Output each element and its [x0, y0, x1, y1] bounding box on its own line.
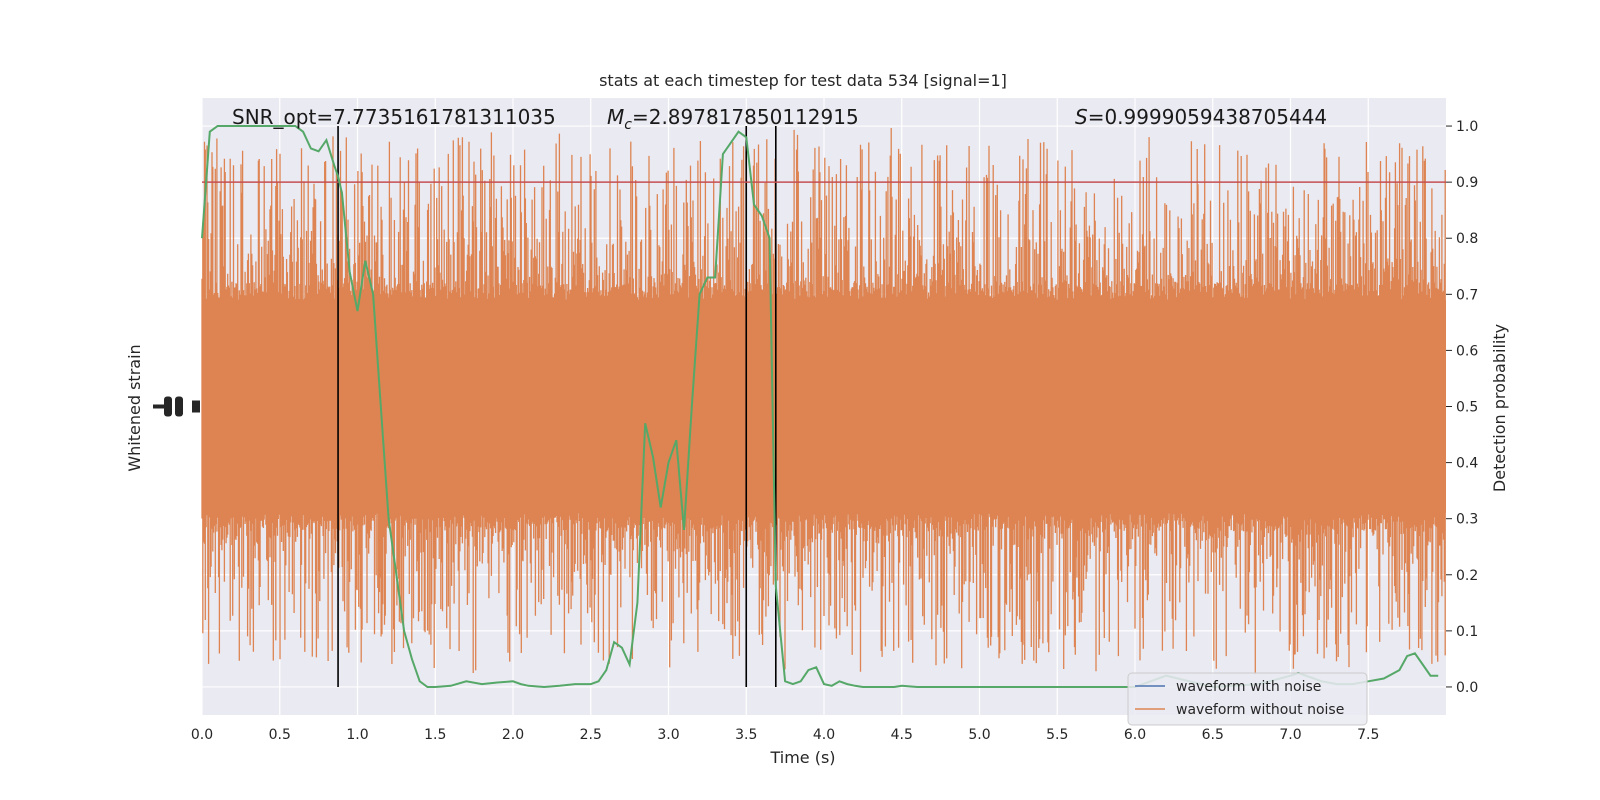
y-tick-label: 0.4 [1456, 456, 1478, 472]
x-tick-label: 3.5 [735, 727, 757, 743]
legend-box [1127, 672, 1368, 726]
x-tick-label: 6.0 [1124, 727, 1146, 743]
y-tick-label: 0.8 [1456, 231, 1478, 247]
y-tick-label: 0.6 [1456, 343, 1478, 359]
waveform-without-noise-series [201, 128, 1446, 675]
legend: waveform with noise waveform without noi… [1127, 672, 1368, 726]
x-axis-label: Time (s) [769, 748, 835, 767]
y-ticks-right: 0.0 0.1 0.2 0.3 0.4 0.5 0.6 0.7 0.8 0.9 1.0 [1446, 119, 1478, 696]
x-tick-label: 3.0 [657, 727, 679, 743]
mc-annotation: Mc=2.897817850112915 [607, 105, 859, 133]
x-tick-label: 4.5 [891, 727, 913, 743]
legend-label-without-noise: waveform without noise [1176, 702, 1344, 718]
mc-symbol: M [607, 105, 624, 129]
x-tick-label: 7.0 [1279, 727, 1301, 743]
left-tick-glyph [175, 396, 183, 417]
x-tick-label: 1.5 [424, 727, 446, 743]
x-tick-label: 6.5 [1202, 727, 1224, 743]
y-tick-label: 1.0 [1456, 119, 1478, 135]
clean-waveform-core [202, 299, 1446, 514]
y-tick-label: 0.2 [1456, 568, 1478, 584]
y-tick-label: 0.5 [1456, 400, 1478, 416]
left-tick-glyph [164, 396, 172, 417]
snr-annotation: SNR_opt=7.7735161781311035 [232, 105, 556, 129]
left-tick-glyph [153, 404, 167, 409]
x-ticks: 0.0 0.5 1.0 1.5 2.0 2.5 3.0 3.5 4.0 4.5 5.0 5.5 6.0 6… [191, 727, 1380, 743]
x-tick-label: 0.0 [191, 727, 213, 743]
x-tick-label: 4.0 [813, 727, 835, 743]
mc-subscript: c [624, 117, 632, 133]
left-axis-tick-cluster [153, 396, 200, 417]
y-axis-label-right: Detection probability [1490, 324, 1509, 492]
x-tick-label: 2.0 [502, 727, 524, 743]
x-tick-label: 1.0 [346, 727, 368, 743]
x-tick-label: 0.5 [269, 727, 291, 743]
s-annotation: S=0.9999059438705444 [1075, 105, 1327, 129]
mc-value: =2.897817850112915 [632, 105, 859, 129]
x-tick-label: 5.0 [968, 727, 990, 743]
s-symbol: S [1075, 105, 1088, 129]
y-tick-label: 0.3 [1456, 512, 1478, 528]
legend-label-with-noise: waveform with noise [1176, 679, 1321, 695]
x-tick-label: 2.5 [580, 727, 602, 743]
y-axis-label-left: Whitened strain [125, 344, 144, 471]
chart-title: stats at each timestep for test data 534… [599, 71, 1007, 90]
y-tick-label: 0.1 [1456, 624, 1478, 640]
left-tick-glyph [192, 400, 200, 413]
y-tick-label: 0.0 [1456, 680, 1478, 696]
s-value: =0.9999059438705444 [1088, 105, 1327, 129]
y-tick-label: 0.7 [1456, 287, 1478, 303]
x-tick-label: 7.5 [1357, 727, 1379, 743]
y-tick-label: 0.9 [1456, 175, 1478, 191]
x-tick-label: 5.5 [1046, 727, 1068, 743]
